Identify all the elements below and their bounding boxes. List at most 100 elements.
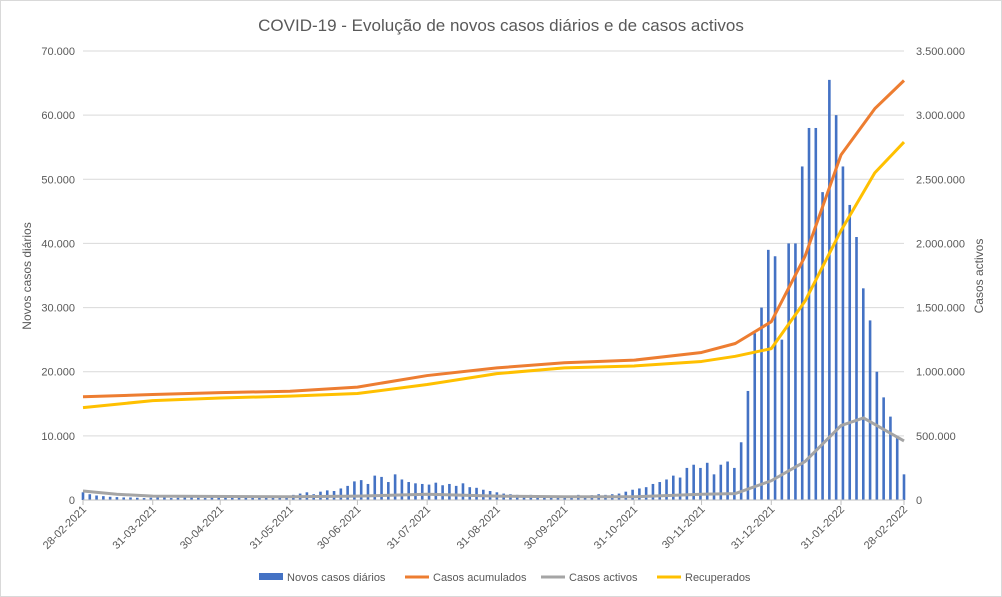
bar [427,484,431,500]
bar [468,487,472,500]
bar [672,475,675,500]
bar [373,475,377,500]
y-tick-label: 30.000 [41,303,75,315]
x-tick-label: 31-05-2021 [248,504,296,552]
bar [135,497,139,500]
x-tick-label: 31-07-2021 [385,504,433,552]
bar [142,498,146,500]
bar [115,497,119,500]
bar [475,487,478,500]
chart-title: COVID-19 - Evolução de novos casos diári… [258,16,744,35]
y2-tick-label: 3.000.000 [916,110,965,122]
bar [88,494,92,500]
bar [726,461,729,500]
bar [122,497,126,500]
bar [197,497,200,500]
y2-tick-label: 0 [916,495,922,507]
x-tick-label: 30-11-2021 [660,504,708,552]
bar [176,497,180,500]
bar [699,467,702,500]
y2-tick-label: 2.000.000 [916,238,965,250]
bar [454,485,458,500]
bar [733,467,736,500]
bar [658,482,662,500]
x-tick-label: 30-06-2021 [315,504,363,552]
y2-tick-label: 1.500.000 [916,303,965,315]
bar [787,243,790,500]
bar [739,442,743,500]
bar [251,497,254,500]
bar [224,497,227,500]
bar [359,480,363,500]
bar [237,497,241,500]
bar [861,288,865,500]
x-tick-label: 30-04-2021 [178,504,226,552]
bar [420,483,424,500]
x-tick-label: 31-08-2021 [455,504,503,552]
bar [807,127,811,500]
bar [902,474,906,500]
x-tick-label: 31-12-2021 [729,504,777,552]
bar [821,192,824,500]
y-tick-label: 50.000 [41,174,75,186]
bar [780,339,784,500]
bar [895,435,899,500]
bar [875,371,879,500]
bar [210,497,214,500]
bar [264,497,268,500]
bar [855,237,858,500]
legend-label: Casos activos [569,572,638,584]
bar [190,497,193,500]
bar [441,485,444,500]
bar [631,489,634,500]
bar [868,320,872,500]
bar [393,474,397,500]
bar [719,464,723,500]
bar [800,166,804,500]
bar [773,256,777,500]
x-tick-label: 28-02-2021 [41,504,89,552]
bar [169,498,173,500]
bar [638,488,641,500]
bar [882,397,885,500]
bar [353,481,356,500]
y2-tick-label: 1.000.000 [916,367,965,379]
y-tick-label: 10.000 [41,431,75,443]
bar [366,483,370,500]
bar [400,479,404,500]
bar [414,483,417,500]
bar [129,497,132,500]
bar [834,115,838,501]
bar [203,498,207,500]
legend-label: Casos acumulados [433,572,527,584]
bar [461,483,465,500]
y-tick-label: 40.000 [41,238,75,250]
x-tick-label: 30-09-2021 [522,504,570,552]
bar [753,333,757,500]
bar [841,166,845,500]
bar [889,416,892,500]
bar [244,497,248,500]
x-tick-label: 28-02-2022 [862,504,910,552]
series-line-casos-acumulados [82,79,906,399]
bar [692,464,695,500]
bar [156,497,159,500]
bar [387,482,390,500]
bar [448,483,451,500]
x-tick-label: 31-10-2021 [592,504,640,552]
y-tick-label: 0 [69,495,75,507]
bar [794,243,797,500]
bar [814,127,818,500]
bar [685,467,689,500]
bar [678,477,682,500]
bar [258,496,261,500]
y2-tick-label: 2.500.000 [916,174,965,186]
y-tick-label: 60.000 [41,110,75,122]
series-line-recuperados [82,141,906,410]
bar [163,497,166,500]
x-tick-label: 31-03-2021 [111,504,159,552]
bar [665,479,668,500]
bar [346,485,349,500]
y-tick-label: 70.000 [41,46,75,58]
